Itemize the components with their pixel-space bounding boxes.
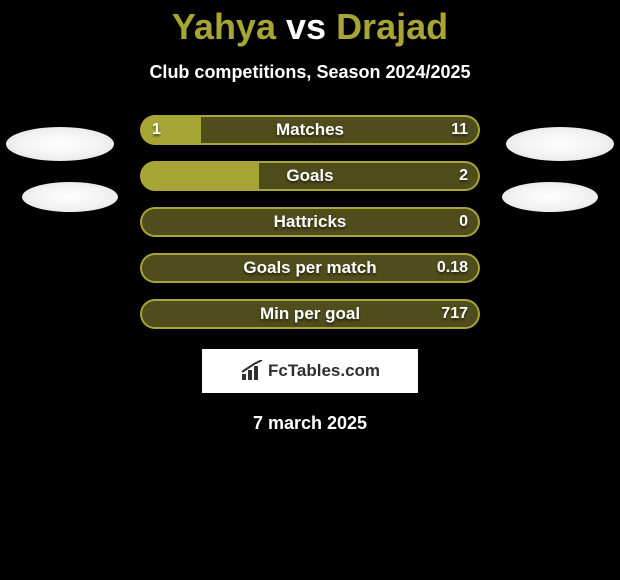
stat-label: Matches <box>276 120 344 140</box>
comparison-chart: 1 Matches 11 Goals 2 Hattricks 0 Goals per matc… <box>0 115 620 329</box>
stat-value-right: 0.18 <box>437 259 468 277</box>
stat-row: Hattricks 0 <box>140 207 480 237</box>
stat-row: Goals per match 0.18 <box>140 253 480 283</box>
stat-bars-container: 1 Matches 11 Goals 2 Hattricks 0 Goals per matc… <box>140 115 480 329</box>
stat-label: Goals <box>286 166 333 186</box>
avatar-placeholder-right-2 <box>502 182 598 212</box>
avatar-placeholder-left-1 <box>6 127 114 161</box>
stat-value-left: 1 <box>152 121 161 139</box>
page-title: Yahya vs Drajad <box>0 0 620 48</box>
stat-label: Goals per match <box>243 258 376 278</box>
bar-fill-left <box>140 115 201 145</box>
title-vs: vs <box>286 6 326 47</box>
stat-value-right: 0 <box>459 213 468 231</box>
stat-label: Hattricks <box>274 212 347 232</box>
avatar-placeholder-right-1 <box>506 127 614 161</box>
date-label: 7 march 2025 <box>0 413 620 434</box>
stat-row: Min per goal 717 <box>140 299 480 329</box>
stat-value-right: 11 <box>451 121 468 139</box>
title-player2: Drajad <box>336 6 448 47</box>
bar-fill-left <box>140 161 259 191</box>
stat-row: Goals 2 <box>140 161 480 191</box>
subtitle: Club competitions, Season 2024/2025 <box>0 62 620 83</box>
stat-label: Min per goal <box>260 304 360 324</box>
stat-value-right: 2 <box>459 167 468 185</box>
brand-badge: FcTables.com <box>202 349 418 393</box>
brand-text: FcTables.com <box>268 361 380 381</box>
stat-row: 1 Matches 11 <box>140 115 480 145</box>
avatar-placeholder-left-2 <box>22 182 118 212</box>
chart-icon <box>240 360 264 382</box>
stat-value-right: 717 <box>441 305 468 323</box>
title-player1: Yahya <box>172 6 276 47</box>
